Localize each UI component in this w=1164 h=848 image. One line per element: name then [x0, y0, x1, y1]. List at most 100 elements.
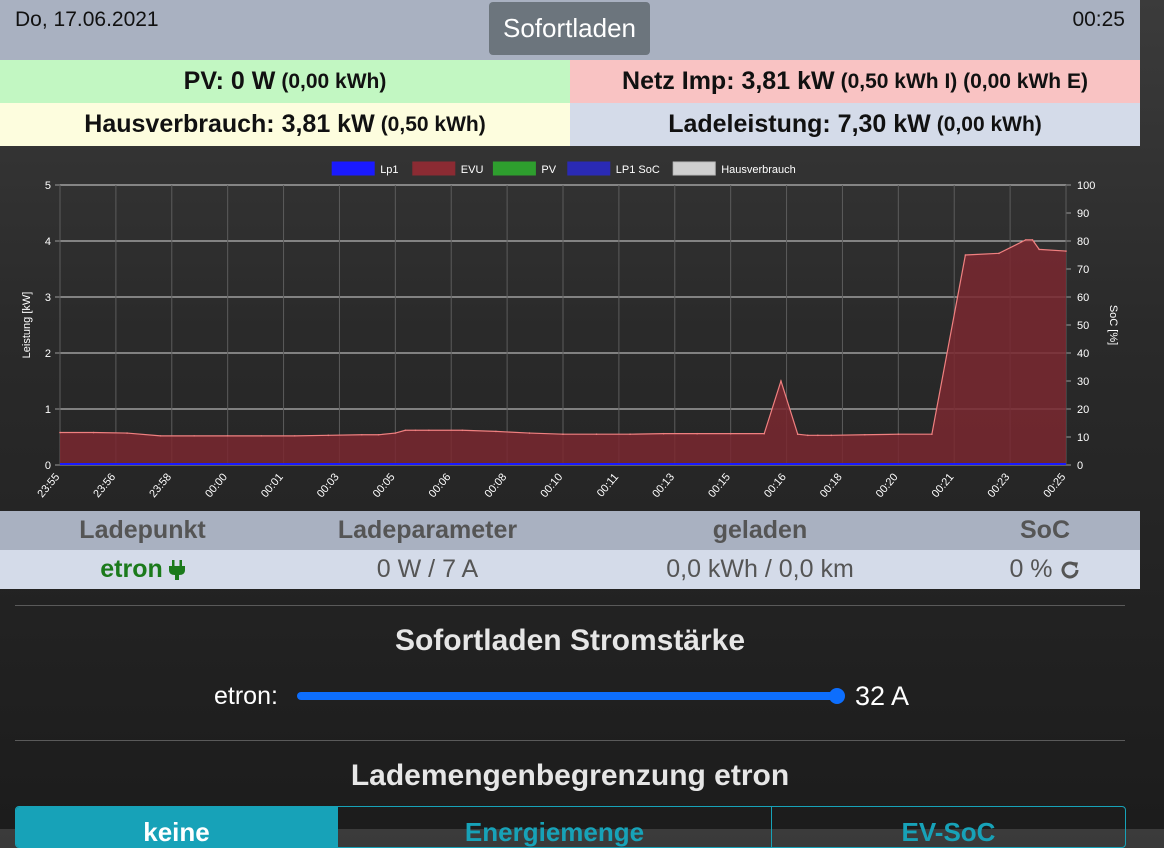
current-slider-value: 32 A [855, 681, 910, 711]
grid-import-value: Netz Imp: 3,81 kW [622, 67, 835, 95]
series-evu-point [1024, 239, 1027, 241]
house-consumption-stat: Hausverbrauch: 3,81 kW (0,50 kWh) [0, 103, 570, 146]
limit-option-energy[interactable]: Energiemenge [337, 807, 771, 847]
header-soc: SoC [1020, 516, 1070, 544]
y2-tick-label: 90 [1077, 208, 1089, 220]
current-slider-label: etron: [214, 682, 278, 710]
x-tick-label: 00:10 [538, 471, 565, 500]
series-evu-point [193, 435, 195, 437]
series-evu-point [377, 433, 380, 436]
legend-swatch [492, 161, 536, 176]
series-evu-point [763, 432, 765, 435]
legend-item-label: Lp1 [380, 164, 398, 176]
series-evu-point [696, 432, 698, 435]
series-evu-point [1038, 248, 1040, 251]
series-evu-point [830, 434, 833, 437]
series-evu-point [404, 429, 407, 432]
charge-limit-options: keine Energiemenge EV-SoC [15, 806, 1126, 848]
y2-axis-label: SoC [%] [1107, 305, 1119, 345]
y2-tick-label: 10 [1077, 432, 1089, 444]
legend-swatch [412, 161, 456, 176]
series-evu-point [126, 432, 128, 434]
series-evu-point [780, 380, 782, 382]
chargepoint-name[interactable]: etron [100, 555, 163, 583]
charging-power-stat: Ladeleistung: 7,30 kW (0,00 kWh) [570, 103, 1140, 146]
x-tick-label: 00:05 [371, 471, 398, 500]
series-evu-point [414, 429, 417, 432]
y2-tick-label: 0 [1077, 460, 1083, 472]
x-tick-label: 23:56 [91, 471, 118, 500]
refresh-icon[interactable] [1059, 559, 1081, 581]
date-display: Do, 17.06.2021 [15, 8, 159, 31]
series-evu-point [260, 435, 263, 437]
y-tick-label: 1 [45, 404, 51, 416]
y2-tick-label: 80 [1077, 236, 1089, 248]
soc-cell: 0 % [950, 550, 1140, 589]
series-evu-point [562, 433, 564, 436]
top-bar: Do, 17.06.2021 Sofortladen 00:25 [0, 0, 1140, 60]
current-slider-thumb[interactable] [829, 688, 845, 704]
x-tick-label: 00:06 [427, 471, 454, 500]
x-tick-label: 00:20 [874, 471, 901, 500]
current-slider[interactable] [297, 692, 837, 700]
series-evu-point [595, 433, 598, 436]
pv-value: PV: 0 W [183, 67, 276, 95]
series-evu-point [729, 432, 732, 435]
series-evu-point [931, 433, 933, 436]
x-tick-label: 00:01 [259, 471, 286, 500]
limit-option-none[interactable]: keine [16, 807, 337, 847]
legend-swatch [672, 161, 716, 176]
y2-tick-label: 100 [1077, 180, 1095, 192]
legend-swatch [567, 161, 611, 176]
x-tick-label: 00:13 [650, 471, 677, 500]
x-tick-label: 00:23 [986, 471, 1013, 500]
header-geladen: geladen [712, 516, 808, 544]
series-evu-point [226, 435, 229, 437]
legend-item-label: Hausverbrauch [721, 164, 796, 176]
legend-swatch [331, 161, 375, 176]
header-ladepunkt: Ladepunkt [79, 516, 206, 544]
series-evu-point [59, 431, 61, 434]
y2-tick-label: 30 [1077, 376, 1089, 388]
y-tick-label: 2 [45, 348, 51, 360]
series-evu-point [92, 431, 95, 434]
soc-value: 0 % [1009, 555, 1053, 583]
series-evu-point [1031, 239, 1034, 241]
chargepoint-name-cell[interactable]: etron [0, 550, 285, 589]
grid-import-energy: (0,50 kWh I) (0,00 kWh E) [840, 69, 1088, 93]
charged-amount: 0,0 kWh / 0,0 km [666, 555, 854, 583]
x-tick-label: 00:16 [762, 471, 789, 500]
charge-mode-button[interactable]: Sofortladen [489, 2, 650, 55]
x-tick-label: 00:18 [818, 471, 845, 500]
series-evu-point [864, 433, 866, 436]
series-evu-point [394, 432, 397, 434]
power-chart: 0 1 2 3 4 5 0 10 20 30 40 50 60 70 80 90 100 23:55 23:56 23… [0, 146, 1140, 511]
x-tick-label: 00:25 [1041, 471, 1068, 500]
series-evu-area [60, 239, 1066, 465]
y-tick-label: 0 [45, 460, 51, 472]
legend-item-label: EVU [461, 164, 484, 176]
x-tick-label: 23:55 [35, 471, 62, 500]
series-evu-point [159, 435, 162, 437]
y-tick-label: 5 [45, 180, 51, 192]
y-tick-label: 3 [45, 292, 51, 304]
series-evu-point [964, 254, 967, 256]
series-evu-point [293, 435, 296, 437]
series-evu-point [998, 252, 1000, 255]
x-tick-label: 00:15 [706, 471, 733, 500]
plug-icon [168, 559, 185, 580]
time-display: 00:25 [1072, 8, 1125, 31]
x-tick-label: 23:58 [147, 471, 174, 500]
header-ladeparameter: Ladeparameter [337, 516, 518, 544]
series-evu-point [428, 429, 430, 432]
x-tick-label: 00:00 [203, 471, 230, 500]
x-tick-label: 00:11 [595, 471, 621, 499]
limit-option-ev-soc[interactable]: EV-SoC [771, 807, 1125, 847]
divider [15, 740, 1125, 741]
y2-tick-label: 70 [1077, 264, 1089, 276]
series-evu-point [897, 433, 900, 436]
series-evu-point [327, 434, 330, 437]
house-consumption-value: Hausverbrauch: 3,81 kW [84, 110, 375, 138]
y-tick-label: 4 [45, 236, 51, 248]
chargepoint-row: etron 0 W / 7 A 0,0 kWh / 0,0 km 0 % [0, 550, 1140, 589]
